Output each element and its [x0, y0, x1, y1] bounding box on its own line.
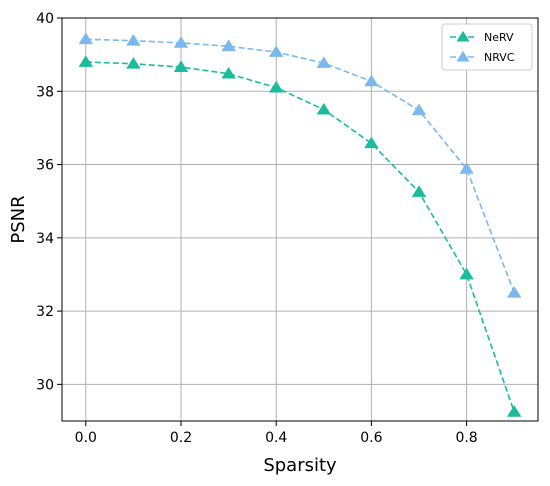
legend-marker — [456, 50, 470, 62]
y-tick-label: 34 — [36, 231, 54, 247]
data-point — [459, 162, 474, 174]
data-point — [364, 136, 379, 149]
x-tick-label: 0.6 — [360, 430, 382, 446]
data-point — [364, 74, 379, 87]
data-point — [173, 36, 189, 48]
grid — [62, 17, 538, 421]
x-tick-label: 0.0 — [75, 430, 97, 446]
data-point — [78, 32, 93, 45]
y-tick-label: 38 — [36, 84, 54, 100]
y-tick-label: 36 — [36, 158, 54, 174]
x-tick-label: 0.8 — [455, 430, 477, 446]
data-point — [269, 45, 284, 57]
data-point — [126, 57, 141, 69]
x-tick-label: 0.2 — [170, 430, 192, 446]
data-point — [507, 286, 522, 298]
x-tick-label: 0.4 — [265, 430, 287, 446]
series-layer — [78, 32, 522, 417]
y-tick-label: 40 — [36, 11, 54, 27]
data-point — [221, 39, 236, 52]
data-point — [126, 34, 141, 46]
series-line — [85, 38, 515, 294]
legend-label: NeRV — [484, 31, 514, 44]
data-point — [411, 185, 427, 197]
legend: NeRV NRVC — [441, 23, 533, 71]
legend-marker — [456, 30, 470, 42]
y-tick-label: 30 — [36, 377, 54, 393]
plot-frame — [61, 17, 539, 422]
data-point — [221, 66, 236, 79]
axis-ticks: 0.0 0.2 0.4 0.6 0.8 30 32 34 36 38 40 — [36, 11, 478, 446]
legend-label: NRVC — [484, 51, 515, 64]
data-point — [316, 102, 331, 115]
data-point — [78, 55, 93, 67]
y-tick-label: 32 — [36, 304, 54, 320]
data-point — [316, 56, 331, 68]
y-axis-label: PSNR — [8, 195, 29, 243]
data-point — [459, 267, 474, 280]
data-point — [269, 80, 284, 93]
x-axis-label: Sparsity — [263, 455, 337, 476]
series-line — [85, 61, 515, 413]
data-point — [411, 103, 427, 116]
data-point — [507, 405, 522, 417]
data-point — [173, 60, 189, 72]
